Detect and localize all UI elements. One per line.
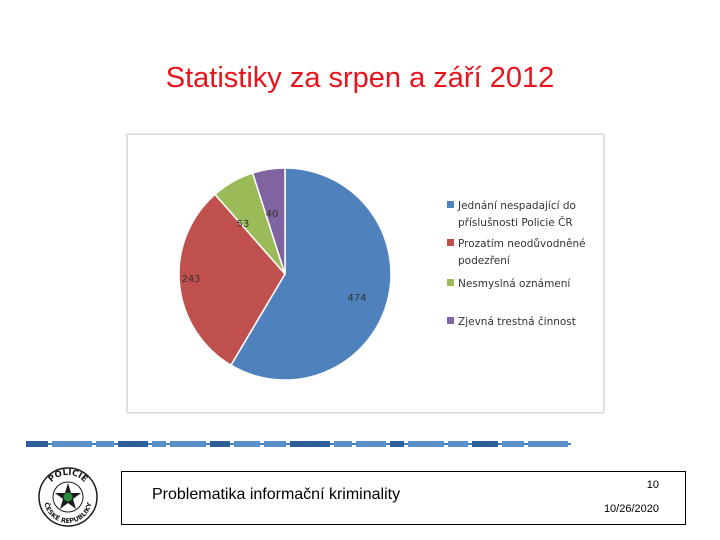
pie-chart-canvas: 474 243 53 40 Jednání nespadající do přísluš… [178, 167, 586, 381]
legend-swatch-2 [447, 239, 454, 246]
legend-item-3: Nesmyslná oznámení [447, 278, 571, 290]
pie-slice-1 [229, 167, 392, 381]
legend-label-2-line-2: podezření [458, 255, 511, 267]
footer-text: Problematika informační kriminality [152, 486, 401, 503]
decorative-stripe [26, 441, 571, 447]
legend-item-1: Jednání nespadající do příslušnosti Polic… [447, 200, 576, 229]
legend-label-3-line-1: Nesmyslná oznámení [458, 278, 571, 290]
legend-swatch-4 [447, 317, 454, 324]
data-label-4: 40 [266, 209, 279, 220]
legend-item-2: Prozatím neodůvodněné podezření [447, 238, 586, 267]
police-seal-logo: POLICIE ČESKÉ REPUBLIKY [38, 467, 98, 527]
seal-text-top: POLICIE [47, 468, 90, 485]
legend-item-4: Zjevná trestná činnost [447, 316, 576, 328]
data-label-1: 474 [347, 293, 366, 304]
legend-label-1-line-2: příslušnosti Policie ČR [458, 216, 573, 229]
footer-date: 10/26/2020 [603, 503, 659, 515]
data-label-2: 243 [181, 274, 200, 285]
legend-label-2-line-1: Prozatím neodůvodněné [458, 238, 586, 250]
footer-box: Problematika informační kriminality 10 1… [121, 471, 686, 525]
pie-chart: 474 243 53 40 Jednání nespadající do přísluš… [127, 134, 604, 413]
legend-label-4-line-1: Zjevná trestná činnost [458, 316, 576, 328]
page-number: 10 [646, 479, 659, 491]
pie-slice-4 [251, 167, 286, 275]
chart-legend: Jednání nespadající do příslušnosti Polic… [447, 200, 586, 328]
legend-swatch-1 [447, 201, 454, 208]
legend-swatch-3 [447, 279, 454, 286]
legend-label-1-line-1: Jednání nespadající do [457, 200, 576, 212]
data-label-3: 53 [237, 219, 250, 230]
pie-slices [178, 167, 392, 381]
slide-title: Statistiky za srpen a září 2012 [165, 62, 555, 94]
pie-data-labels: 474 243 53 40 [181, 209, 366, 304]
pie-slice-2 [178, 193, 286, 367]
